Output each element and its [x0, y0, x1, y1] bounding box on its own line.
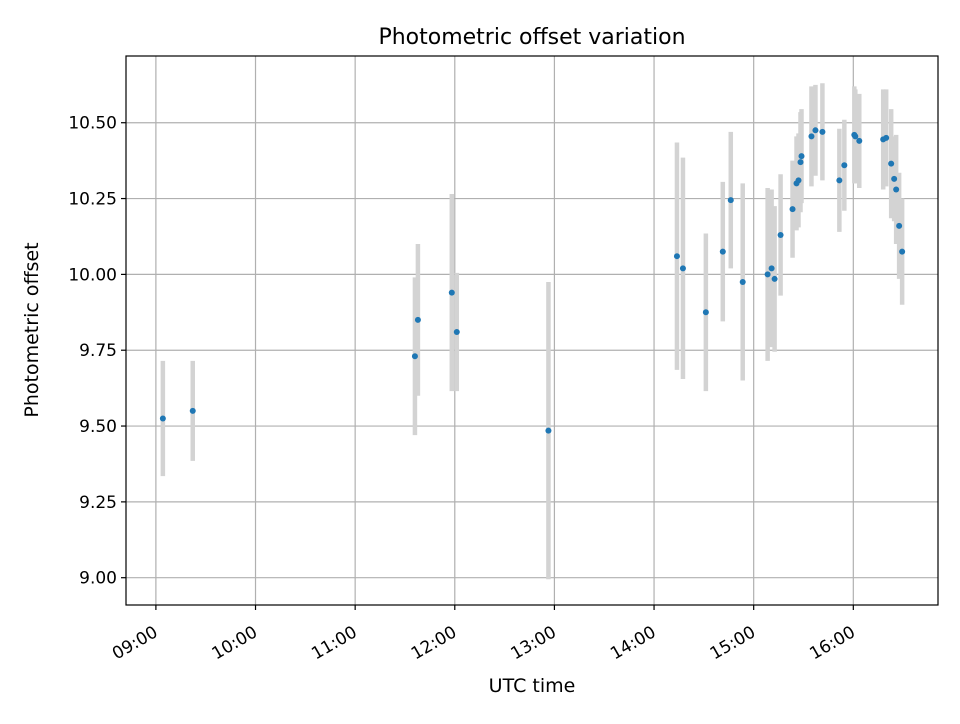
data-point — [893, 186, 900, 193]
data-point — [883, 134, 890, 141]
data-point — [891, 175, 898, 182]
plot-frame — [125, 55, 939, 606]
data-point — [453, 329, 460, 336]
data-point — [159, 415, 166, 422]
data-point — [798, 153, 805, 160]
data-point — [789, 206, 796, 213]
y-tick-label: 9.75 — [79, 341, 117, 361]
data-point — [739, 278, 746, 285]
data-point — [673, 253, 680, 260]
y-tick-label: 10.00 — [68, 265, 117, 285]
data-point — [727, 197, 734, 204]
data-point — [189, 407, 196, 414]
data-point — [888, 160, 895, 167]
data-point — [411, 353, 418, 360]
data-point — [414, 316, 421, 323]
data-point — [764, 271, 771, 278]
chart-title: Photometric offset variation — [378, 25, 685, 50]
data-point — [836, 177, 843, 184]
data-point — [819, 128, 826, 135]
y-tick-label: 9.25 — [79, 493, 117, 513]
data-point — [841, 162, 848, 169]
data-point — [702, 309, 709, 316]
data-point — [448, 289, 455, 296]
x-axis-label: UTC time — [489, 675, 576, 697]
data-point — [679, 265, 686, 272]
point-layer — [159, 127, 906, 434]
data-point — [795, 177, 802, 184]
data-point — [719, 248, 726, 255]
data-point — [808, 133, 815, 140]
data-point — [777, 231, 784, 238]
data-point — [545, 427, 552, 434]
y-tick-label: 10.50 — [68, 114, 117, 134]
data-point — [797, 159, 804, 166]
y-tick-label: 9.00 — [79, 569, 117, 589]
data-point — [812, 127, 819, 134]
y-tick-label: 10.25 — [68, 190, 117, 210]
data-point — [852, 133, 859, 140]
data-point — [768, 265, 775, 272]
data-point — [896, 222, 903, 229]
y-tick-label: 9.50 — [79, 417, 117, 437]
data-point — [771, 275, 778, 282]
y-axis-label: Photometric offset — [21, 242, 43, 417]
data-point — [899, 248, 906, 255]
data-point — [856, 137, 863, 144]
